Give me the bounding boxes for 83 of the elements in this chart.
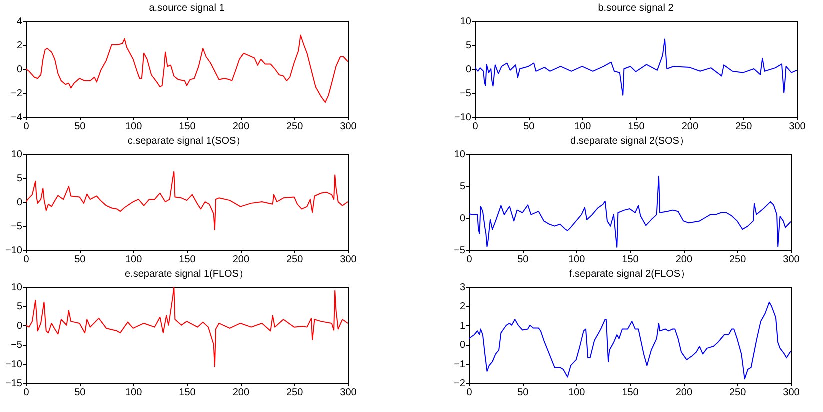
y-tick-label: 0 (460, 340, 466, 352)
y-tick-label: −10 (6, 246, 23, 256)
x-tick-label: 100 (125, 122, 143, 132)
y-tick-label: 0 (16, 64, 23, 76)
y-tick-label: −5 (11, 340, 23, 352)
x-tick-label: 0 (24, 388, 30, 398)
x-tick-label: 200 (676, 388, 693, 398)
x-tick-label: 250 (286, 254, 304, 266)
line-series (26, 34, 348, 104)
x-tick-label: 200 (682, 122, 699, 132)
y-tick-label: 0 (460, 214, 466, 224)
x-tick-label: 300 (340, 388, 358, 398)
y-tick-label: 5 (466, 40, 472, 52)
chart-title: d.separate signal 2(SOS） (570, 136, 690, 147)
x-tick-label: 50 (524, 122, 536, 132)
y-tick-label: −5 (11, 222, 23, 232)
x-tick-label: 50 (518, 254, 530, 266)
x-tick-label: 300 (789, 122, 806, 132)
x-tick-label: 150 (179, 388, 196, 398)
y-tick-label: 1 (460, 320, 466, 332)
y-tick-label: 10 (454, 150, 466, 160)
y-tick-label: 0 (16, 198, 23, 208)
x-tick-label: 50 (74, 388, 86, 398)
y-tick-label: 5 (16, 174, 23, 184)
x-tick-label: 200 (676, 254, 693, 266)
x-tick-label: 250 (286, 122, 304, 132)
x-tick-label: 300 (783, 254, 800, 266)
x-tick-label: 100 (574, 122, 592, 132)
x-tick-label: 250 (729, 388, 747, 398)
y-tick-label: −2 (11, 88, 23, 100)
y-tick-label: −5 (460, 88, 472, 100)
x-tick-label: 100 (125, 254, 143, 266)
x-tick-label: 150 (628, 122, 646, 132)
x-tick-label: 50 (74, 254, 86, 266)
x-tick-label: 150 (179, 254, 196, 266)
line-series (26, 171, 348, 230)
y-tick-label: −4 (11, 112, 23, 124)
x-tick-label: 300 (783, 388, 800, 398)
y-tick-label: 5 (16, 302, 23, 313)
x-tick-label: 150 (622, 388, 640, 398)
y-tick-label: −5 (454, 246, 466, 256)
y-tick-label: 10 (11, 150, 23, 160)
x-tick-label: 150 (179, 122, 196, 132)
x-tick-label: 50 (74, 122, 86, 132)
x-tick-label: 250 (735, 122, 753, 132)
x-tick-label: 0 (24, 254, 30, 266)
x-tick-label: 100 (568, 388, 586, 398)
y-tick-label: 5 (460, 182, 466, 192)
y-tick-label: 10 (460, 16, 472, 28)
x-tick-label: 300 (340, 254, 358, 266)
y-tick-label: 0 (16, 320, 23, 332)
y-tick-label: 2 (16, 40, 23, 52)
y-tick-label: −2 (454, 378, 466, 390)
x-tick-label: 50 (518, 388, 530, 398)
y-tick-label: −15 (6, 378, 23, 390)
y-tick-label: −1 (454, 359, 466, 370)
x-tick-label: 250 (729, 254, 747, 266)
x-tick-label: 300 (340, 122, 358, 132)
chart-title: b.source signal 2 (598, 3, 674, 14)
chart-title: a.source signal 1 (149, 3, 226, 14)
y-tick-label: 3 (460, 282, 466, 294)
y-tick-label: 2 (460, 302, 466, 313)
line-series (469, 302, 791, 380)
x-tick-label: 200 (232, 122, 250, 132)
x-tick-label: 200 (232, 254, 250, 266)
y-tick-label: 10 (11, 282, 23, 294)
chart-title: e.separate signal 1(FLOS） (125, 269, 249, 280)
chart-title: c.separate signal 1(SOS） (128, 136, 246, 147)
x-tick-label: 0 (472, 122, 479, 132)
y-tick-label: −10 (454, 112, 472, 124)
line-series (469, 176, 791, 248)
y-tick-label: 4 (16, 16, 23, 28)
y-tick-label: −10 (6, 359, 23, 370)
line-series (475, 38, 797, 96)
x-tick-label: 0 (24, 122, 30, 132)
y-tick-label: 0 (466, 64, 472, 76)
line-series (26, 287, 348, 368)
x-tick-label: 200 (232, 388, 250, 398)
x-tick-label: 100 (568, 254, 586, 266)
chart-title: f.separate signal 2(FLOS） (569, 269, 691, 280)
x-tick-label: 100 (125, 388, 143, 398)
x-tick-label: 250 (286, 388, 304, 398)
x-tick-label: 150 (622, 254, 640, 266)
